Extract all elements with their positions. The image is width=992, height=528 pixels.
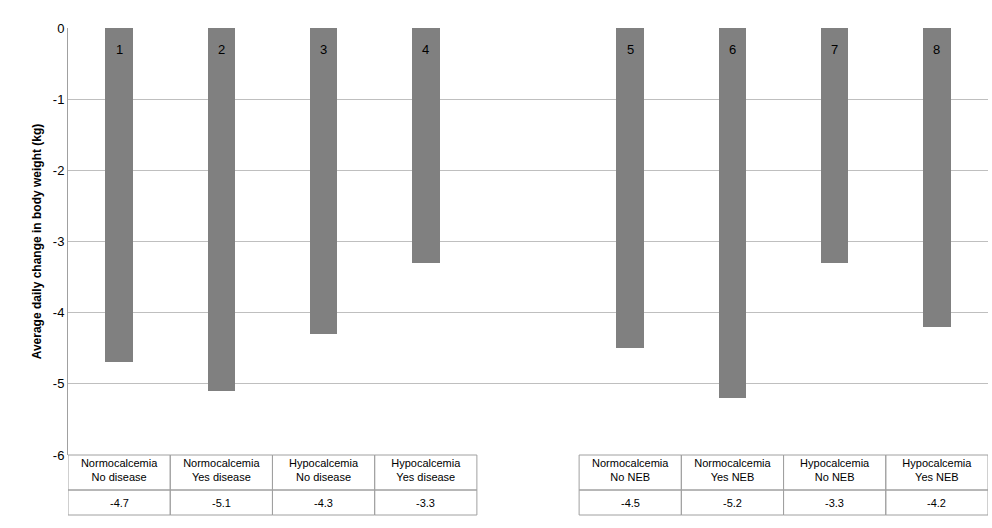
svg-text:NormocalcemiaYes NEB: NormocalcemiaYes NEB [694, 457, 771, 483]
svg-text:-3.3: -3.3 [825, 497, 844, 509]
svg-text:4: 4 [422, 42, 429, 57]
svg-text:-4.3: -4.3 [314, 497, 333, 509]
svg-text:HypocalcemiaNo NEB: HypocalcemiaNo NEB [800, 457, 870, 483]
svg-text:-5.2: -5.2 [723, 497, 742, 509]
svg-text:-5.1: -5.1 [212, 497, 231, 509]
svg-text:-4: -4 [53, 305, 65, 320]
svg-text:3: 3 [320, 42, 327, 57]
svg-text:1: 1 [116, 42, 123, 57]
svg-text:0: 0 [57, 21, 64, 36]
svg-text:8: 8 [933, 42, 940, 57]
svg-text:NormocalcemiaNo disease: NormocalcemiaNo disease [81, 457, 158, 483]
svg-text:-3.3: -3.3 [416, 497, 435, 509]
svg-text:-1: -1 [53, 92, 65, 107]
svg-text:-5: -5 [53, 376, 65, 391]
svg-text:5: 5 [627, 42, 634, 57]
svg-text:-3: -3 [53, 234, 65, 249]
svg-text:-2: -2 [53, 163, 65, 178]
svg-text:-4.2: -4.2 [927, 497, 946, 509]
svg-text:NormocalcemiaYes disease: NormocalcemiaYes disease [183, 457, 260, 483]
svg-text:2: 2 [218, 42, 225, 57]
svg-text:HypocalcemiaYes NEB: HypocalcemiaYes NEB [902, 457, 972, 483]
svg-text:6: 6 [729, 42, 736, 57]
svg-text:Average daily change in body w: Average daily change in body weight (kg) [30, 124, 44, 360]
svg-text:HypocalcemiaYes disease: HypocalcemiaYes disease [391, 457, 461, 483]
svg-text:-4.7: -4.7 [110, 497, 129, 509]
svg-text:-4.5: -4.5 [621, 497, 640, 509]
svg-text:HypocalcemiaNo disease: HypocalcemiaNo disease [289, 457, 359, 483]
svg-text:NormocalcemiaNo NEB: NormocalcemiaNo NEB [592, 457, 669, 483]
svg-text:-6: -6 [53, 448, 65, 463]
svg-text:7: 7 [831, 42, 838, 57]
